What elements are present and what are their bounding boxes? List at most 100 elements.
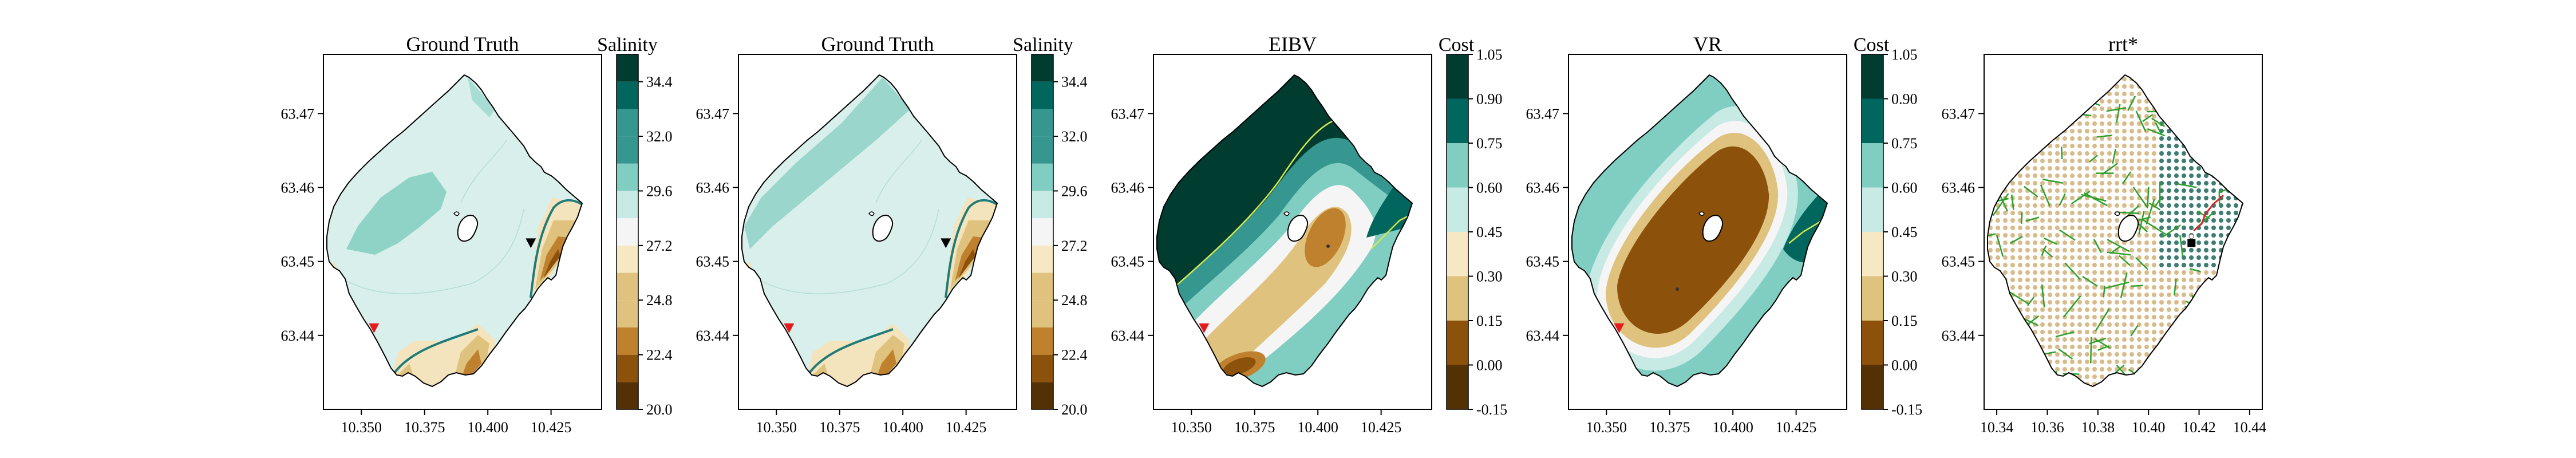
marker-square xyxy=(2187,239,2196,247)
waypoint-dot xyxy=(2129,382,2134,386)
waypoint-dot xyxy=(2256,263,2261,267)
colorbar-segment xyxy=(617,273,638,301)
waypoint-dot xyxy=(2159,300,2164,305)
waypoint-dot xyxy=(2115,203,2119,208)
colorbar-tick-label: 0.30 xyxy=(1891,269,1918,285)
panel-title: EIBV xyxy=(1269,33,1317,56)
tree-edge xyxy=(2042,248,2053,258)
waypoint-dot xyxy=(2189,255,2194,260)
waypoint-dot xyxy=(2048,151,2052,156)
waypoint-dot xyxy=(2077,248,2082,252)
waypoint-dot xyxy=(2211,218,2216,223)
waypoint-dot xyxy=(2219,151,2223,156)
colorbar-segment xyxy=(617,218,638,246)
tree-edge xyxy=(2147,187,2150,208)
waypoint-dot xyxy=(2085,159,2089,163)
waypoint-dot xyxy=(2077,307,2082,312)
tree-edge xyxy=(1996,235,2004,257)
waypoint-dot xyxy=(1996,218,2000,223)
waypoint-dot xyxy=(2211,121,2216,126)
waypoint-dot xyxy=(2174,322,2179,327)
waypoint-dot xyxy=(2182,106,2186,111)
colorbar-segment xyxy=(1032,218,1053,246)
waypoint-dot xyxy=(2241,382,2243,386)
waypoint-dot xyxy=(2256,99,2261,104)
waypoint-dot xyxy=(2129,270,2134,275)
waypoint-dot xyxy=(2256,367,2261,372)
coastline xyxy=(1987,74,2244,388)
waypoint-dot xyxy=(2219,159,2223,163)
waypoint-dot xyxy=(2174,151,2179,156)
waypoint-dot xyxy=(2152,389,2156,394)
waypoint-dot xyxy=(2070,278,2075,282)
waypoint-dot xyxy=(1988,360,1993,364)
waypoint-dot xyxy=(2189,92,2194,96)
waypoint-dot xyxy=(2092,233,2097,238)
waypoint-dot xyxy=(2122,136,2127,141)
cost-band xyxy=(1223,357,1256,376)
waypoint-dot xyxy=(2107,159,2112,163)
waypoint-dot xyxy=(2063,77,2067,81)
y-tick-label: 63.45 xyxy=(281,254,315,270)
waypoint-dot xyxy=(2010,352,2015,357)
waypoint-dot xyxy=(2159,159,2164,163)
y-tick-label: 63.46 xyxy=(1526,180,1560,196)
waypoint-dot xyxy=(2152,240,2156,245)
waypoint-dot xyxy=(2144,293,2149,297)
tree-edge xyxy=(2173,279,2177,296)
waypoint-dot xyxy=(2070,322,2075,327)
waypoint-dot xyxy=(2085,270,2089,275)
waypoint-dot xyxy=(2070,360,2075,364)
colorbar-segment xyxy=(1447,143,1468,188)
waypoint-dot xyxy=(2100,278,2104,282)
waypoint-dot xyxy=(2077,211,2082,215)
tree-edge xyxy=(2122,171,2132,184)
waypoint-dot xyxy=(2122,196,2127,200)
waypoint-dot xyxy=(2092,173,2097,178)
waypoint-dot xyxy=(2003,166,2008,171)
tree-edge xyxy=(2127,95,2136,111)
waypoint-dot xyxy=(2196,240,2201,245)
waypoint-dot xyxy=(2033,188,2037,193)
waypoint-dot xyxy=(2204,307,2208,312)
colorbar-tick-label: 0.75 xyxy=(1891,135,1918,152)
x-tick-label: 10.350 xyxy=(756,419,797,436)
tree-edge xyxy=(2041,245,2047,256)
waypoint-dot xyxy=(2204,285,2208,290)
map xyxy=(1987,69,2261,394)
contour-line xyxy=(460,140,507,204)
waypoint-dot xyxy=(2107,278,2112,282)
waypoint-dot xyxy=(2055,367,2060,372)
waypoint-dot xyxy=(1996,136,2000,141)
waypoint-dot xyxy=(2137,315,2142,319)
waypoint-dot xyxy=(2189,84,2194,89)
waypoint-dot xyxy=(2018,345,2022,349)
waypoint-dot xyxy=(2092,77,2097,81)
waypoint-dot xyxy=(2174,159,2179,163)
high-salinity-patch xyxy=(346,172,447,255)
waypoint-dot xyxy=(2033,106,2037,111)
waypoint-dot xyxy=(1988,151,1993,156)
waypoint-dot xyxy=(2070,99,2075,104)
waypoint-dot xyxy=(2241,159,2243,163)
waypoint-dot xyxy=(2152,300,2156,305)
waypoint-dot xyxy=(2211,389,2216,394)
waypoint-dot xyxy=(2196,352,2201,357)
waypoint-dot xyxy=(2144,374,2149,379)
plot-frame xyxy=(1153,54,1432,410)
waypoint-dot xyxy=(2219,307,2223,312)
waypoint-dot xyxy=(2122,315,2127,319)
waypoint-dot xyxy=(2070,203,2075,208)
waypoint-dot xyxy=(2063,226,2067,230)
waypoint-dot xyxy=(2256,226,2261,230)
waypoint-dot xyxy=(2256,114,2261,119)
waypoint-dot xyxy=(2025,151,2030,156)
waypoint-dot xyxy=(2152,322,2156,327)
waypoint-dot xyxy=(2226,293,2231,297)
waypoint-dot xyxy=(2256,151,2261,156)
waypoint-dot xyxy=(2070,181,2075,185)
waypoint-dot xyxy=(2189,382,2194,386)
waypoint-dot xyxy=(1988,69,1993,74)
waypoint-dot xyxy=(2107,151,2112,156)
waypoint-dot xyxy=(2003,211,2008,215)
